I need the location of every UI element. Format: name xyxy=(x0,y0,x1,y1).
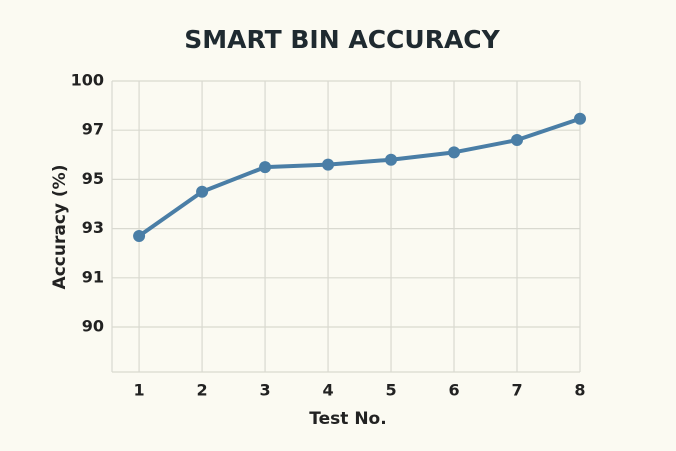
y-tick-label: 91 xyxy=(82,267,104,286)
data-point xyxy=(322,158,335,171)
x-tick-label: 3 xyxy=(259,381,270,400)
x-axis-label: Test No. xyxy=(309,409,386,429)
y-axis-label: Accuracy (%) xyxy=(50,165,70,290)
data-point xyxy=(574,112,586,125)
y-tick-label: 100 xyxy=(71,71,104,90)
y-tick-label: 97 xyxy=(82,120,104,139)
data-point xyxy=(196,185,209,198)
x-tick-label: 7 xyxy=(511,381,522,400)
data-point xyxy=(511,134,524,147)
x-tick-label: 6 xyxy=(448,381,459,400)
data-point xyxy=(133,229,146,242)
chart-title: SMART BIN ACCURACY xyxy=(184,25,500,54)
data-point xyxy=(385,153,398,166)
x-tick-label: 2 xyxy=(197,381,208,400)
data-point xyxy=(259,161,272,174)
data-point xyxy=(448,146,461,159)
x-tick-label: 4 xyxy=(322,381,333,400)
x-tick-label: 5 xyxy=(385,381,396,400)
y-tick-label: 90 xyxy=(82,317,104,336)
x-tick-label: 8 xyxy=(574,381,585,400)
series-line xyxy=(137,116,581,238)
y-tick-label: 93 xyxy=(82,218,104,237)
y-tick-label: 95 xyxy=(82,169,104,188)
x-tick-label: 1 xyxy=(134,381,145,400)
